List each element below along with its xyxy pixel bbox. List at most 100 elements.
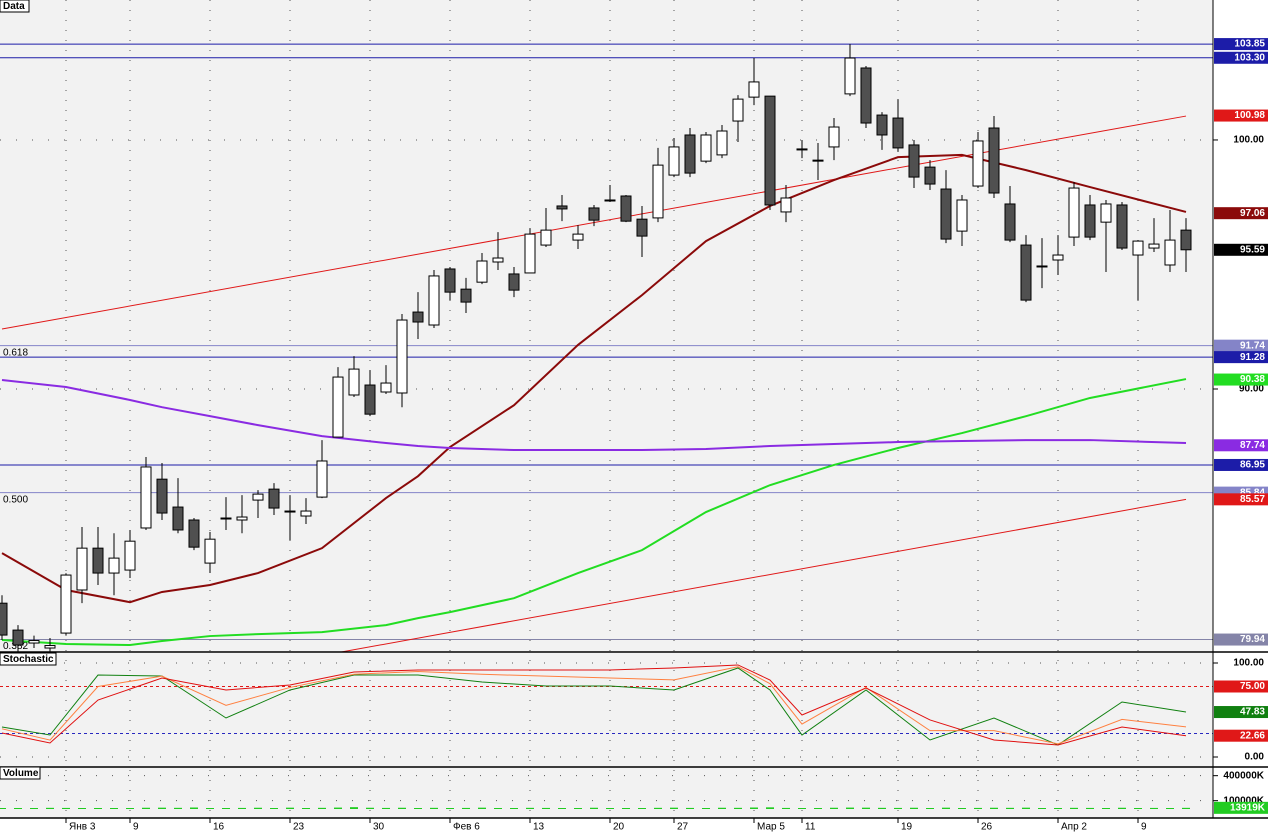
candle-body [140,466,152,529]
volume-bar [478,807,486,809]
price-label: 85.57 [1240,494,1265,505]
price-box [1214,458,1268,471]
price-box [1214,439,1268,452]
volume-bar [638,808,646,809]
volume-bar [350,807,358,809]
volume-bar [990,807,998,809]
panel-title-box [0,0,30,13]
candle-body [956,199,968,232]
volume-bar [830,807,838,809]
volume-bar [1022,807,1030,809]
candle-body [12,629,24,646]
candle-body [60,574,72,634]
candle-body [1052,254,1064,261]
candle-body [492,257,504,263]
volume-bar [846,807,854,809]
price-label: 103.30 [1234,52,1265,63]
plot-area [0,775,1213,809]
candle-body [588,207,600,221]
price-label: 100.98 [1234,110,1265,121]
candle-body [236,516,248,521]
volume-bar [718,807,726,809]
candle-body [716,130,728,156]
candle-body [652,164,664,219]
candle-body [812,159,824,162]
volume-bar [542,807,550,809]
volume-bar [414,808,422,809]
price-box [1214,207,1268,220]
candle-body [476,260,488,283]
candle-body [988,127,1000,194]
panel-background [0,653,1213,767]
volume-bar [1118,807,1126,809]
candle-body [860,67,872,124]
volume-bar [1006,807,1014,809]
panel-background [0,0,1213,652]
volume-bar [222,808,230,809]
panel-title-box [0,652,57,666]
price-label: 91.74 [1240,340,1265,351]
y-tick-label: 0.00 [1245,752,1265,763]
candle-body [316,460,328,498]
x-tick-label: 23 [293,822,305,833]
price-label: 13919K [1230,802,1266,813]
volume-bar [574,808,582,809]
candle-body [1020,244,1032,301]
candle-body [556,205,568,210]
candle-body [796,148,808,151]
candle-body [220,517,232,520]
price-label: 85.84 [1240,487,1265,498]
volume-bar [382,807,390,809]
candle-body [172,506,184,531]
volume-bar [206,808,214,809]
plot-area [0,662,1213,758]
price-box [1214,109,1268,122]
volume-bar [1182,807,1190,809]
price-box [1214,493,1268,506]
candle-body [1084,204,1096,238]
volume-bar [254,807,262,809]
x-tick-label: 19 [901,822,913,833]
x-tick-label: 9 [133,822,139,833]
candle-body [636,218,648,237]
candle-body [828,126,840,148]
price-label: 47.83 [1240,707,1265,718]
candle-body [540,229,552,246]
volume-bar [750,807,758,809]
price-box [1214,339,1268,352]
candle-body [156,478,168,514]
candle-body [684,134,696,174]
y-tick-label: 400000K [1223,770,1264,781]
volume-bar [110,808,118,809]
x-tick-label: 27 [677,822,689,833]
x-tick-label: 9 [1141,822,1147,833]
price-box [1214,706,1268,719]
plot-area: 0.618 0.500 0.382 [0,43,1213,652]
volume-bar [878,807,886,809]
volume-bar [910,807,918,809]
candle-body [732,98,744,122]
candle-body [508,273,520,291]
volume-bar [1102,808,1110,809]
x-tick-label: 16 [213,822,225,833]
volume-bar [0,808,6,809]
price-box [1214,51,1268,64]
candle-body [908,144,920,178]
volume-bar [270,808,278,809]
volume-bar [286,807,294,809]
price-box [1214,633,1268,646]
candle-body [1180,229,1192,251]
y-tick-label: 100000K [1223,795,1264,806]
volume-bar [126,808,134,809]
volume-bar [462,807,470,809]
volume-bar [1086,807,1094,809]
candle-body [1004,203,1016,241]
candle-body [1164,239,1176,266]
volume-bar [654,807,662,809]
x-tick-label: 30 [373,822,385,833]
candle-body [332,376,344,438]
candle-body [108,557,120,574]
volume-bar [670,807,678,809]
panel-title-box [0,766,41,780]
price-box [1214,243,1268,256]
